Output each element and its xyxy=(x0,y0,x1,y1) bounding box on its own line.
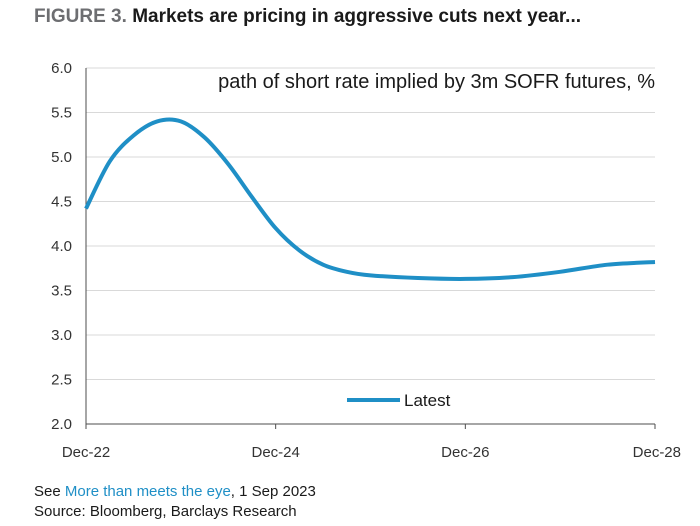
figure-header: FIGURE 3. Markets are pricing in aggress… xyxy=(34,6,581,28)
y-tick-label: 5.0 xyxy=(51,149,72,166)
footer: See More than meets the eye, 1 Sep 2023 … xyxy=(34,482,316,522)
figure-title: Markets are pricing in aggressive cuts n… xyxy=(132,6,582,27)
x-tick-label: Dec-28 xyxy=(633,444,681,461)
y-tick-label: 5.5 xyxy=(51,105,72,122)
x-tick-label: Dec-26 xyxy=(441,444,489,461)
chart-subtitle: path of short rate implied by 3m SOFR fu… xyxy=(218,71,655,93)
footer-see-prefix: See xyxy=(34,483,65,500)
y-tick-label: 2.5 xyxy=(51,372,72,389)
y-tick-label: 3.0 xyxy=(51,327,72,344)
y-tick-label: 3.5 xyxy=(51,283,72,300)
x-tick-label: Dec-24 xyxy=(251,444,299,461)
footer-source: Source: Bloomberg, Barclays Research xyxy=(34,503,297,520)
x-tick-label: Dec-22 xyxy=(62,444,110,461)
figure-label: FIGURE 3. xyxy=(34,6,127,27)
y-tick-label: 2.0 xyxy=(51,416,72,433)
series-layer xyxy=(84,117,656,281)
footer-date: , 1 Sep 2023 xyxy=(230,483,316,500)
gridlines xyxy=(86,67,655,425)
footer-link[interactable]: More than meets the eye xyxy=(64,483,231,500)
series-line-latest xyxy=(84,117,656,281)
legend: Latest xyxy=(347,391,451,410)
axes: 6.0 5.5 5.0 4.5 4.0 3.5 3.0 2.5 2.0 Dec-22 Dec-24 D… xyxy=(51,60,681,461)
y-tick-label: 4.0 xyxy=(51,238,72,255)
y-tick-label: 4.5 xyxy=(51,194,72,211)
footer-see-line: See More than meets the eye, 1 Sep 2023 xyxy=(34,482,316,502)
legend-label-latest: Latest xyxy=(404,391,451,410)
y-tick-label: 6.0 xyxy=(51,60,72,77)
